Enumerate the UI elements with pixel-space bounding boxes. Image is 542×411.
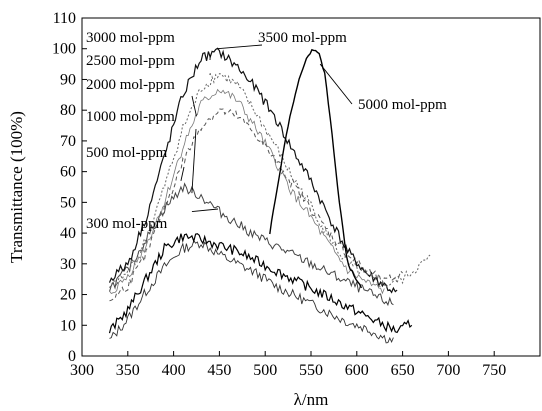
y-tick-label: 70 xyxy=(60,133,76,150)
y-tick-label: 90 xyxy=(60,71,76,88)
y-tick-label: 10 xyxy=(60,317,76,334)
y-tick-label: 60 xyxy=(60,164,76,181)
annotation-leader xyxy=(191,208,219,213)
x-tick-label: 600 xyxy=(345,362,369,379)
x-tick-label: 550 xyxy=(299,362,323,379)
annotation-label: 1000 mol-ppm xyxy=(86,109,175,125)
series-line-3500-mol-ppm xyxy=(109,88,385,295)
y-tick-label: 50 xyxy=(60,194,76,211)
x-tick-label: 350 xyxy=(116,362,140,379)
annotation-leader xyxy=(180,166,185,181)
y-axis-title: Transmittance (100%) xyxy=(7,111,26,263)
series-line-1000-mol-ppm xyxy=(109,182,394,307)
annotation-label: 3500 mol-ppm xyxy=(258,30,347,46)
y-tick-label: 30 xyxy=(60,256,76,273)
series-line-500-mol-ppm xyxy=(108,233,413,334)
axis-ticks: 300 350 400 450 500 550 600 650 700 750 0 10 20 30 40 5… xyxy=(52,10,506,379)
series-line-5000-mol-ppm xyxy=(269,48,363,289)
annotation-label: 300 mol-ppm xyxy=(86,216,168,232)
x-axis-title: λ/nm xyxy=(294,390,329,409)
x-tick-label: 300 xyxy=(70,362,94,379)
annotation-leader xyxy=(319,63,353,105)
y-tick-label: 0 xyxy=(68,348,76,365)
series-line-2500-mol-ppm xyxy=(109,73,431,289)
series-line-2000-mol-ppm xyxy=(109,108,403,302)
x-tick-label: 700 xyxy=(436,362,460,379)
y-tick-label: 40 xyxy=(60,225,76,242)
series-layer xyxy=(108,47,431,344)
annotation-layer: 3000 mol-ppm 2500 mol-ppm 2000 mol-ppm 1000… xyxy=(86,30,447,232)
x-tick-label: 750 xyxy=(482,362,506,379)
x-tick-label: 400 xyxy=(162,362,186,379)
series-line-300-mol-ppm xyxy=(109,239,394,344)
annotation-label: 3000 mol-ppm xyxy=(86,30,175,46)
annotation-label: 500 mol-ppm xyxy=(86,145,168,161)
x-tick-label: 450 xyxy=(207,362,231,379)
annotation-label: 5000 mol-ppm xyxy=(358,97,447,113)
x-tick-label: 650 xyxy=(391,362,415,379)
annotation-label: 2000 mol-ppm xyxy=(86,77,175,93)
y-tick-label: 100 xyxy=(52,41,76,58)
annotation-leader xyxy=(191,128,197,194)
y-tick-label: 110 xyxy=(53,10,76,27)
x-tick-label: 500 xyxy=(253,362,277,379)
annotation-leader xyxy=(191,95,197,117)
annotation-label: 2500 mol-ppm xyxy=(86,53,175,69)
annotation-leader xyxy=(217,44,263,50)
series-line-3000-mol-ppm xyxy=(108,47,398,294)
y-tick-label: 20 xyxy=(60,287,76,304)
y-tick-label: 80 xyxy=(60,102,76,119)
